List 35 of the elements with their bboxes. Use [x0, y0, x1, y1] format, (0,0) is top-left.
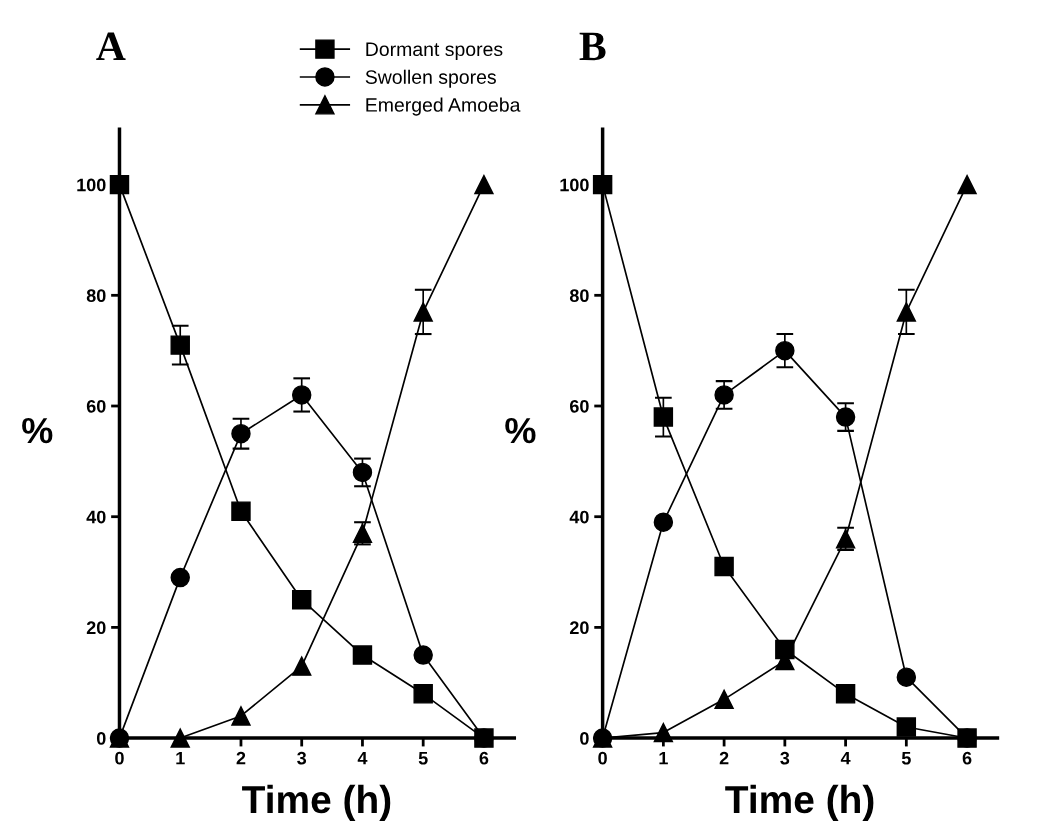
- x-tick-label: 0: [115, 751, 124, 765]
- y-tick-label: 80: [86, 289, 106, 303]
- chart-title: A: [96, 32, 126, 61]
- y-tick-label: 0: [96, 732, 106, 745]
- legend-label: Emerged Amoeba: [366, 97, 521, 116]
- y-axis-title: %: [22, 417, 53, 444]
- y-axis-title: %: [505, 417, 536, 444]
- y-tick-label: 40: [569, 510, 589, 524]
- x-tick-label: 4: [357, 751, 368, 765]
- x-tick-label: 5: [418, 751, 428, 765]
- x-tick-label: 5: [901, 751, 911, 765]
- chart-title: B: [579, 32, 606, 61]
- y-tick-label: 60: [86, 399, 106, 413]
- y-tick-label: 20: [86, 621, 106, 635]
- x-tick-label: 0: [598, 751, 607, 765]
- legend-label: Dormant spores: [366, 42, 503, 60]
- y-tick-label: 100: [560, 178, 589, 192]
- x-axis-title: Time (h): [725, 784, 874, 822]
- x-tick-label: 4: [840, 751, 851, 765]
- x-tick-label: 1: [176, 751, 185, 765]
- x-tick-label: 2: [236, 751, 246, 765]
- y-tick-label: 20: [569, 621, 589, 635]
- x-tick-label: 6: [962, 751, 972, 765]
- x-tick-label: 6: [479, 751, 489, 765]
- y-tick-label: 60: [570, 399, 589, 413]
- x-tick-label: 3: [297, 751, 307, 765]
- legend-label: Swollen spores: [365, 69, 496, 88]
- y-tick-label: 100: [77, 178, 106, 192]
- x-tick-label: 3: [780, 751, 790, 765]
- x-axis-title: Time (h): [242, 784, 391, 822]
- x-tick-label: 2: [719, 751, 729, 765]
- y-tick-label: 80: [569, 289, 589, 303]
- x-tick-label: 1: [659, 751, 668, 765]
- y-tick-label: 40: [86, 510, 106, 524]
- y-tick-label: 0: [580, 732, 589, 745]
